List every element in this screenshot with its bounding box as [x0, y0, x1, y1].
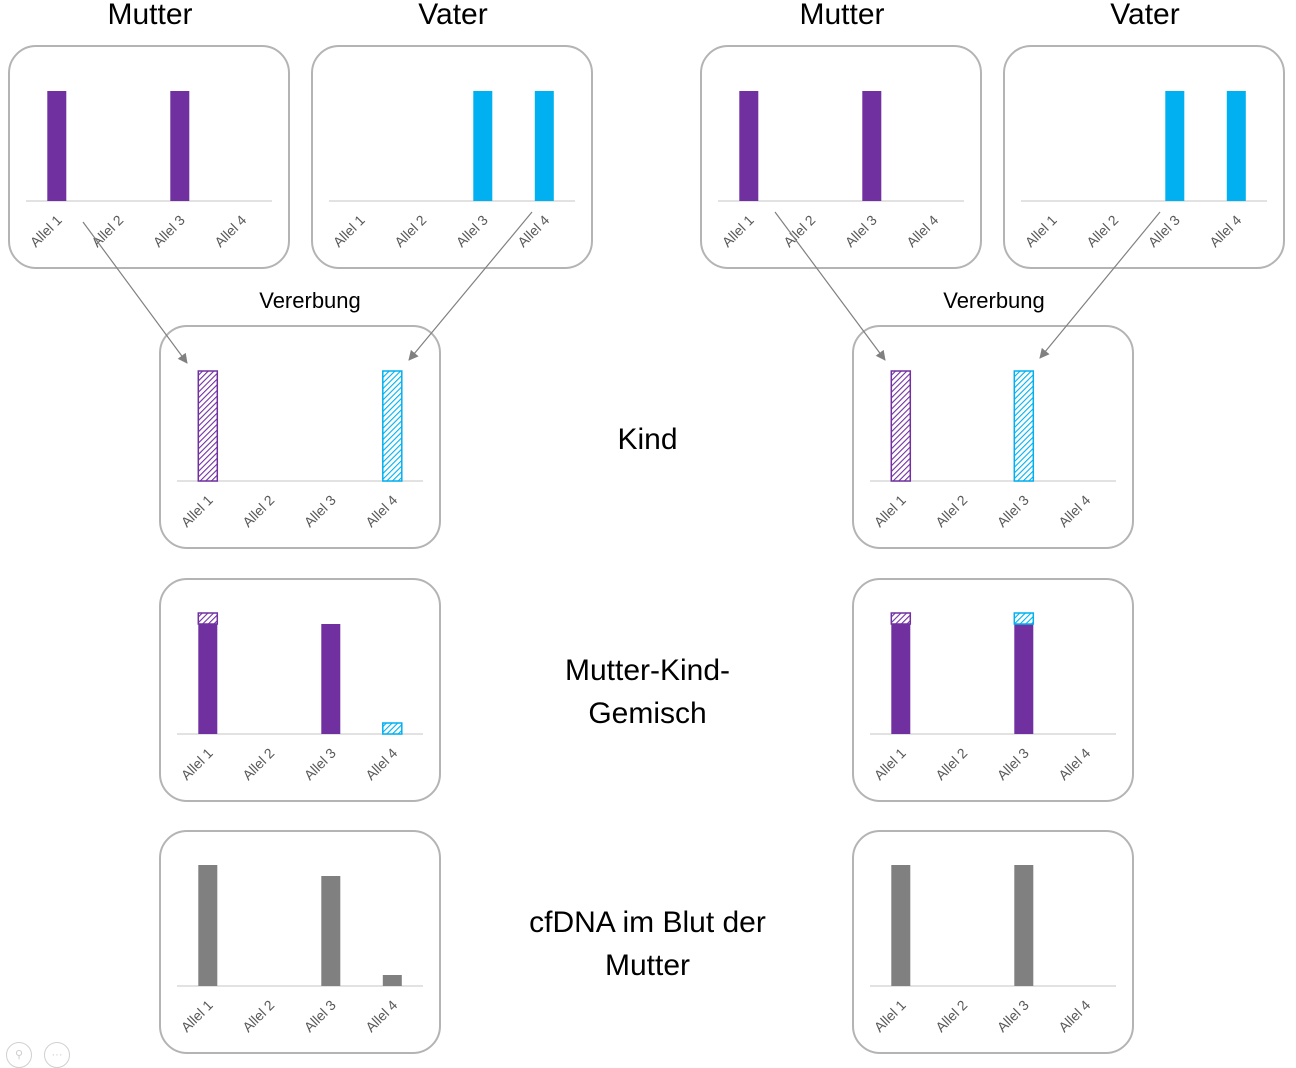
tick-label: Allel 3 — [994, 997, 1032, 1035]
tick-label: Allel 4 — [1055, 745, 1093, 783]
chart-right-mother: Allel 1 Allel 2 Allel 3 Allel 4 — [718, 91, 964, 250]
tick-label: Allel 4 — [903, 212, 941, 250]
tick-label: Allel 3 — [453, 212, 491, 250]
tick-label: Allel 4 — [1206, 212, 1244, 250]
tick-label: Allel 4 — [514, 212, 552, 250]
chart-panel-right-mix: Allel 1 Allel 2 Allel 3 Allel 4 — [852, 578, 1134, 802]
bar-allel-4 — [382, 975, 402, 986]
tick-label: Allel 3 — [842, 212, 880, 250]
bar-allel-1 — [198, 624, 218, 734]
tick-label: Allel 1 — [871, 492, 909, 530]
chart-panel-right-mother: Allel 1 Allel 2 Allel 3 Allel 4 — [700, 45, 982, 269]
tick-label: Allel 2 — [239, 997, 277, 1035]
more-options-icon[interactable]: ··· — [44, 1042, 70, 1068]
bar-allel-1-hatched — [197, 370, 219, 482]
chart-left-mother: Allel 1 Allel 2 Allel 3 Allel 4 — [26, 91, 272, 250]
tick-label: Allel 4 — [362, 997, 400, 1035]
chart-right-child: Allel 1 Allel 2 Allel 3 Allel 4 — [870, 370, 1116, 530]
bar-allel-1-hatched — [890, 370, 912, 482]
chart-panel-left-mix: Allel 1 Allel 2 Allel 3 Allel 4 — [159, 578, 441, 802]
row-label-cfdna: cfDNA im Blut der Mutter — [529, 906, 766, 982]
chart-right-father: Allel 1 Allel 2 Allel 3 Allel 4 — [1021, 91, 1267, 250]
bar-allel-1 — [891, 624, 911, 734]
tick-label: Allel 1 — [871, 745, 909, 783]
tick-label: Allel 3 — [994, 492, 1032, 530]
bar-allel-4-hatched — [382, 370, 403, 482]
chart-panel-left-father: Allel 1 Allel 2 Allel 3 Allel 4 — [311, 45, 593, 269]
tick-label: Allel 1 — [871, 997, 909, 1035]
bar-allel-3 — [1014, 624, 1034, 734]
tick-label: Allel 1 — [178, 997, 216, 1035]
inheritance-label-right: Vererbung — [943, 288, 1045, 313]
row-label-mix: Mutter-Kind-Gemisch — [564, 654, 731, 730]
chart-panel-right-cfdna: Allel 1 Allel 2 Allel 3 Allel 4 — [852, 830, 1134, 1054]
bar-allel-3-hatched — [1013, 612, 1035, 625]
tick-label: Allel 3 — [301, 997, 339, 1035]
bar-allel-4 — [1226, 91, 1246, 201]
bar-allel-3 — [1014, 865, 1034, 986]
tick-label: Allel 2 — [239, 745, 277, 783]
bar-allel-3 — [862, 91, 882, 201]
bar-allel-1-hatched — [890, 612, 912, 625]
tick-label: Allel 4 — [362, 492, 400, 530]
bar-allel-3 — [321, 624, 341, 734]
bar-allel-1-hatched — [197, 612, 219, 625]
chart-panel-left-mother: Allel 1 Allel 2 Allel 3 Allel 4 — [8, 45, 290, 269]
chart-right-cfdna: Allel 1 Allel 2 Allel 3 Allel 4 — [870, 865, 1116, 1035]
tick-label: Allel 3 — [1145, 212, 1183, 250]
tick-label: Allel 3 — [301, 492, 339, 530]
chart-left-mix: Allel 1 Allel 2 Allel 3 Allel 4 — [177, 612, 423, 783]
chart-left-child: Allel 1 Allel 2 Allel 3 Allel 4 — [177, 370, 423, 530]
tick-label: Allel 2 — [780, 212, 818, 250]
inheritance-label-left: Vererbung — [259, 288, 361, 313]
tick-label: Allel 2 — [932, 997, 970, 1035]
heading-right-father: Vater — [1110, 0, 1180, 31]
chart-left-cfdna: Allel 1 Allel 2 Allel 3 Allel 4 — [177, 865, 423, 1035]
tick-label: Allel 2 — [239, 492, 277, 530]
tick-label: Allel 1 — [27, 212, 65, 250]
heading-right-mother: Mutter — [799, 0, 885, 31]
tick-label: Allel 1 — [178, 745, 216, 783]
bar-allel-4 — [534, 91, 554, 201]
tick-label: Allel 1 — [1022, 212, 1060, 250]
bar-allel-3 — [473, 91, 493, 201]
bar-allel-1 — [47, 91, 67, 201]
bar-allel-3 — [321, 876, 341, 986]
bar-allel-3-hatched — [1013, 370, 1035, 482]
bar-allel-1 — [891, 865, 911, 986]
tick-label: Allel 2 — [1083, 212, 1121, 250]
heading-left-father: Vater — [418, 0, 488, 31]
tick-label: Allel 4 — [1055, 492, 1093, 530]
bar-allel-1 — [739, 91, 759, 201]
tick-label: Allel 3 — [301, 745, 339, 783]
tick-label: Allel 3 — [150, 212, 188, 250]
row-label-child: Kind — [617, 423, 678, 456]
chart-panel-right-child: Allel 1 Allel 2 Allel 3 Allel 4 — [852, 325, 1134, 549]
chart-panel-left-cfdna: Allel 1 Allel 2 Allel 3 Allel 4 — [159, 830, 441, 1054]
tick-label: Allel 2 — [88, 212, 126, 250]
tick-label: Allel 1 — [719, 212, 757, 250]
tick-label: Allel 4 — [362, 745, 400, 783]
tick-label: Allel 3 — [994, 745, 1032, 783]
bar-allel-1 — [198, 865, 218, 986]
chart-panel-left-child: Allel 1 Allel 2 Allel 3 Allel 4 — [159, 325, 441, 549]
zoom-icon[interactable]: ⚲ — [6, 1042, 32, 1068]
chart-left-father: Allel 1 Allel 2 Allel 3 Allel 4 — [329, 91, 575, 250]
tick-label: Allel 2 — [391, 212, 429, 250]
chart-right-mix: Allel 1 Allel 2 Allel 3 Allel 4 — [870, 612, 1116, 783]
tick-label: Allel 1 — [330, 212, 368, 250]
tick-label: Allel 4 — [1055, 997, 1093, 1035]
tick-label: Allel 2 — [932, 745, 970, 783]
bar-allel-4-hatched — [382, 722, 403, 735]
tick-label: Allel 4 — [211, 212, 249, 250]
heading-left-mother: Mutter — [107, 0, 193, 31]
bar-allel-3 — [170, 91, 190, 201]
tick-label: Allel 1 — [178, 492, 216, 530]
tick-label: Allel 2 — [932, 492, 970, 530]
chart-panel-right-father: Allel 1 Allel 2 Allel 3 Allel 4 — [1003, 45, 1285, 269]
bar-allel-3 — [1165, 91, 1185, 201]
